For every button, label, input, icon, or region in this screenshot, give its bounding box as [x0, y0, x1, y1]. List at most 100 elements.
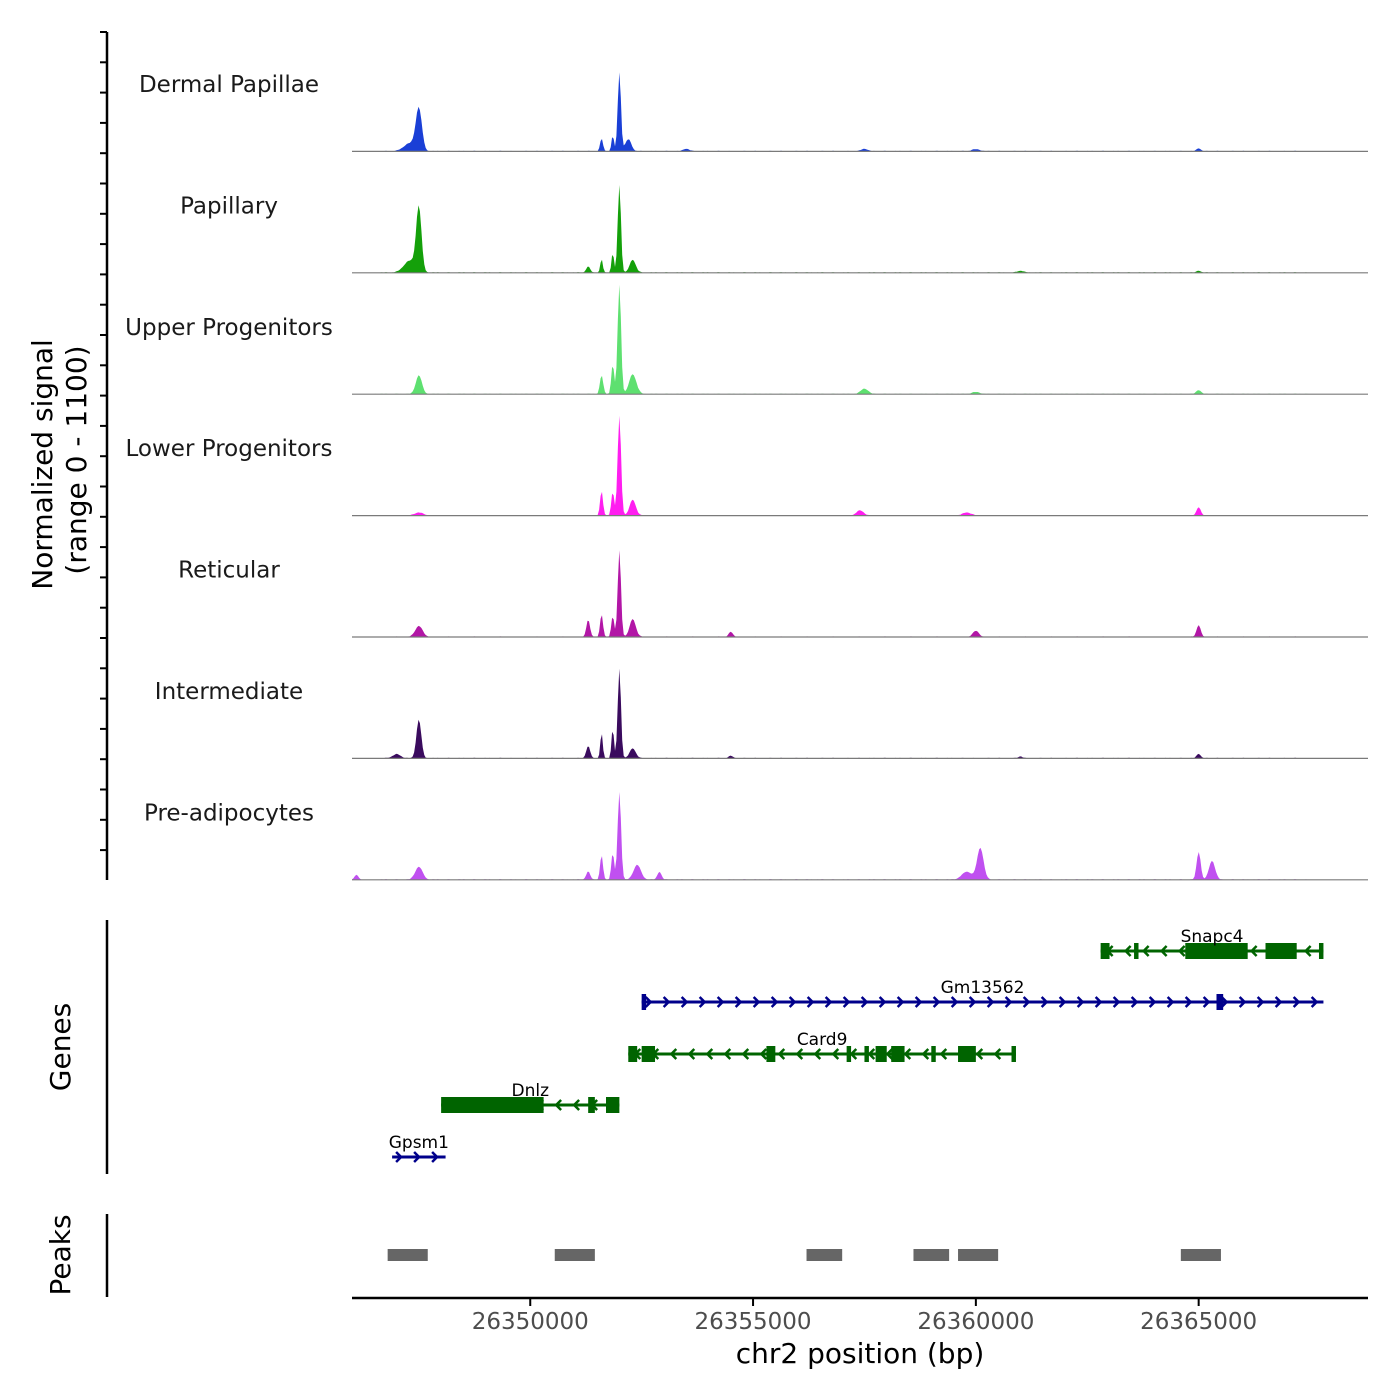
strand-arrow-icon — [680, 996, 689, 1008]
gene-name: Card9 — [797, 1030, 848, 1050]
signal-area — [352, 550, 1364, 637]
strand-arrow-icon — [759, 1048, 768, 1060]
strand-arrow-icon — [1256, 996, 1265, 1008]
strand-arrow-icon — [788, 996, 797, 1008]
strand-arrow-icon — [431, 1151, 439, 1163]
strand-arrow-icon — [741, 1048, 750, 1060]
gene-exon — [875, 1046, 887, 1062]
gene-exon — [641, 1046, 656, 1062]
peak-region — [913, 1249, 950, 1261]
coverage-y-axis — [100, 31, 109, 880]
strand-arrow-icon — [831, 1048, 840, 1060]
strand-arrow-icon — [849, 1048, 858, 1060]
gene-name: Snapc4 — [1181, 927, 1244, 947]
x-tick-label: 26355000 — [695, 1309, 812, 1335]
strand-arrow-icon — [1166, 996, 1175, 1008]
strand-arrow-icon — [662, 996, 671, 1008]
strand-arrow-icon — [698, 996, 707, 1008]
gene-exon — [1216, 994, 1224, 1010]
x-tick-label: 26360000 — [917, 1309, 1034, 1335]
strand-arrow-icon — [1130, 996, 1139, 1008]
strand-arrow-icon — [1184, 996, 1193, 1008]
strand-arrow-icon — [975, 1048, 984, 1060]
gene-name: Dnlz — [511, 1081, 549, 1101]
strand-arrow-icon — [860, 996, 869, 1008]
track-label: Dermal Papillae — [139, 72, 319, 98]
strand-arrow-icon — [921, 1048, 930, 1060]
strand-arrow-icon — [413, 1151, 421, 1163]
gene-card9: Card9 — [628, 1030, 1016, 1062]
x-axis: 26350000 26355000 26360000 26365000 — [352, 1296, 1368, 1335]
strand-arrow-icon — [1292, 996, 1301, 1008]
track-label: Papillary — [180, 193, 278, 219]
gene-dnlz: Dnlz — [441, 1081, 620, 1113]
track-label: Upper Progenitors — [125, 315, 333, 341]
track-intermediate: Intermediate — [155, 668, 1368, 760]
gene-exon — [891, 1046, 905, 1062]
strand-arrow-icon — [1094, 996, 1103, 1008]
strand-arrow-icon — [813, 1048, 822, 1060]
strand-arrow-icon — [1303, 945, 1312, 957]
strand-arrow-icon — [1274, 996, 1283, 1008]
signal-area — [352, 72, 1364, 152]
strand-arrow-icon — [968, 996, 977, 1008]
gene-exon — [1185, 943, 1248, 959]
strand-arrow-icon — [950, 996, 959, 1008]
gene-exon — [846, 1046, 852, 1062]
track-label: Pre-adipocytes — [144, 800, 314, 826]
strand-arrow-icon — [795, 1048, 804, 1060]
peak-regions — [387, 1249, 1221, 1261]
strand-arrow-icon — [1123, 945, 1132, 957]
strand-arrow-icon — [986, 996, 995, 1008]
gene-gm13562: Gm13562 — [641, 978, 1324, 1010]
strand-arrow-icon — [554, 1099, 563, 1111]
strand-arrow-icon — [842, 996, 851, 1008]
strand-arrow-icon — [1058, 996, 1067, 1008]
gene-exon — [1318, 943, 1324, 959]
gene-exon — [628, 1046, 638, 1062]
strand-arrow-icon — [1148, 996, 1157, 1008]
peak-region — [387, 1249, 428, 1261]
x-axis-title: chr2 position (bp) — [736, 1337, 985, 1370]
strand-arrow-icon — [1076, 996, 1085, 1008]
strand-arrow-icon — [914, 996, 923, 1008]
gene-exon — [766, 1046, 776, 1062]
strand-arrow-icon — [1040, 996, 1049, 1008]
strand-arrow-icon — [734, 996, 743, 1008]
strand-arrow-icon — [644, 996, 653, 1008]
strand-arrow-icon — [723, 1048, 732, 1060]
gene-exon — [441, 1097, 544, 1113]
strand-arrow-icon — [669, 1048, 678, 1060]
genes-panel-title: Genes — [44, 1003, 77, 1091]
strand-arrow-icon — [1202, 996, 1211, 1008]
coverage-tracks: Dermal Papillae Papillary Upper Progenitor… — [125, 72, 1368, 881]
strand-arrow-icon — [824, 996, 833, 1008]
strand-arrow-icon — [1238, 996, 1247, 1008]
track-lower-progenitors: Lower Progenitors — [126, 415, 1368, 517]
gene-exon — [1100, 943, 1110, 959]
track-pre-adipocytes: Pre-adipocytes — [144, 792, 1368, 881]
track-label: Intermediate — [155, 679, 303, 705]
signal-area — [352, 185, 1364, 273]
strand-arrow-icon — [395, 1151, 403, 1163]
strand-arrow-icon — [572, 1099, 581, 1111]
gene-snapc4: Snapc4 — [1100, 927, 1324, 959]
strand-arrow-icon — [705, 1048, 714, 1060]
strand-arrow-icon — [993, 1048, 1002, 1060]
track-label: Lower Progenitors — [126, 436, 333, 462]
y-axis-title: Normalized signal (range 0 - 1100) — [26, 330, 93, 589]
signal-area — [352, 792, 1364, 880]
strand-arrow-icon — [687, 1048, 696, 1060]
strand-arrow-icon — [939, 1048, 948, 1060]
strand-arrow-icon — [1310, 996, 1319, 1008]
track-reticular: Reticular — [178, 550, 1368, 638]
strand-arrow-icon — [1159, 945, 1168, 957]
strand-arrow-icon — [752, 996, 761, 1008]
track-papillary: Papillary — [180, 185, 1368, 274]
strand-arrow-icon — [1249, 945, 1258, 957]
gene-exon — [588, 1097, 595, 1113]
strand-arrow-icon — [1112, 996, 1121, 1008]
strand-arrow-icon — [716, 996, 725, 1008]
strand-arrow-icon — [885, 1048, 894, 1060]
